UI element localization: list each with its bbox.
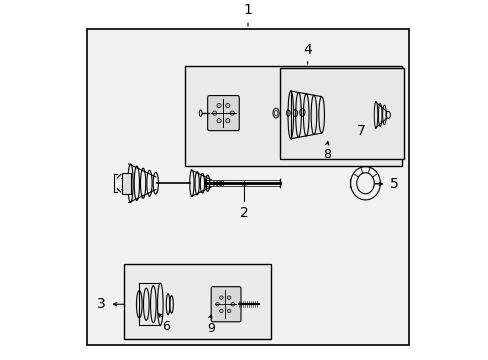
- Text: 7: 7: [356, 123, 365, 138]
- FancyBboxPatch shape: [211, 287, 241, 322]
- Ellipse shape: [212, 111, 216, 115]
- Ellipse shape: [227, 309, 230, 313]
- Ellipse shape: [227, 296, 230, 299]
- Ellipse shape: [230, 111, 234, 115]
- Ellipse shape: [217, 103, 221, 108]
- Ellipse shape: [231, 302, 234, 306]
- Ellipse shape: [225, 103, 229, 108]
- Ellipse shape: [219, 296, 223, 299]
- FancyBboxPatch shape: [207, 96, 239, 131]
- Ellipse shape: [217, 118, 221, 123]
- Ellipse shape: [219, 309, 223, 313]
- Ellipse shape: [215, 302, 219, 306]
- Text: 8: 8: [322, 148, 330, 161]
- Bar: [279, 68, 403, 159]
- Bar: [122, 173, 130, 194]
- Text: 6: 6: [162, 320, 169, 333]
- Bar: [184, 66, 402, 166]
- Text: 3: 3: [97, 297, 106, 311]
- Bar: [123, 264, 270, 339]
- Text: 5: 5: [389, 177, 398, 191]
- Text: 2: 2: [240, 206, 248, 220]
- Text: 9: 9: [207, 322, 215, 335]
- Text: 1: 1: [243, 3, 252, 17]
- Text: 4: 4: [303, 43, 311, 57]
- Ellipse shape: [225, 118, 229, 123]
